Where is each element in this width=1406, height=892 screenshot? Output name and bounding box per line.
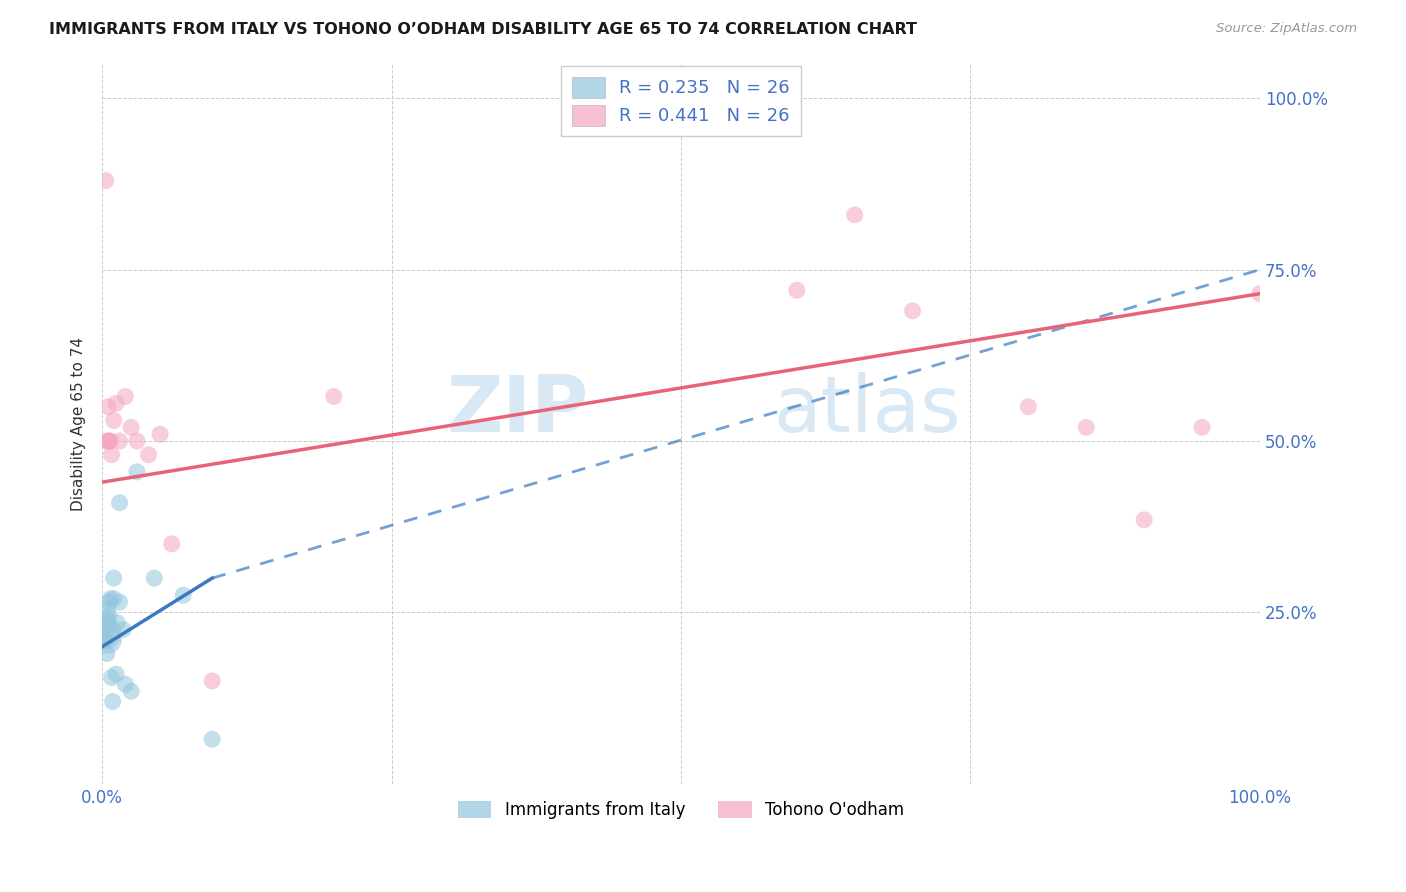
Point (93, 626, 115, 640)
Point (149, 427, 172, 442)
Point (97, 632, 120, 647)
Point (97, 615, 120, 630)
Point (97, 602, 120, 616)
Point (322, 389, 344, 403)
Point (96, 647, 118, 661)
Point (201, 732, 224, 747)
Point (96, 612, 118, 626)
Point (101, 694, 124, 708)
Legend: Immigrants from Italy, Tohono O'odham: Immigrants from Italy, Tohono O'odham (451, 794, 911, 826)
Point (112, 623, 135, 637)
Point (96, 434, 118, 448)
Point (94, 173, 117, 187)
Point (120, 420, 142, 434)
Text: ZIP: ZIP (446, 371, 589, 448)
Point (138, 448, 160, 462)
Point (97, 434, 120, 448)
Point (108, 434, 131, 448)
Point (98, 434, 121, 448)
Point (108, 496, 131, 510)
Point (125, 434, 148, 448)
Point (143, 571, 166, 585)
Point (1076, 420, 1098, 434)
Point (98, 434, 121, 448)
Point (100, 448, 122, 462)
Point (125, 465, 148, 479)
Text: atlas: atlas (773, 371, 962, 448)
Y-axis label: Disability Age 65 to 74: Disability Age 65 to 74 (72, 337, 86, 511)
Point (94, 626, 117, 640)
Text: IMMIGRANTS FROM ITALY VS TOHONO O’ODHAM DISABILITY AGE 65 TO 74 CORRELATION CHAR: IMMIGRANTS FROM ITALY VS TOHONO O’ODHAM … (49, 22, 917, 37)
Point (120, 684, 142, 698)
Point (105, 396, 128, 410)
Point (844, 208, 866, 222)
Point (100, 671, 122, 685)
Point (114, 677, 136, 691)
Point (172, 588, 194, 602)
Point (98, 608, 121, 623)
Point (786, 283, 808, 297)
Point (103, 591, 125, 606)
Point (114, 389, 136, 403)
Point (1249, 286, 1271, 301)
Point (108, 595, 131, 609)
Point (901, 303, 924, 318)
Point (103, 413, 125, 427)
Point (97, 400, 120, 414)
Point (1017, 400, 1039, 414)
Point (105, 615, 128, 630)
Text: Source: ZipAtlas.com: Source: ZipAtlas.com (1216, 22, 1357, 36)
Point (1191, 420, 1213, 434)
Point (1133, 513, 1156, 527)
Point (103, 571, 125, 585)
Point (94, 632, 117, 647)
Point (160, 537, 183, 551)
Point (98, 591, 121, 606)
Point (201, 673, 224, 688)
Point (98, 595, 121, 609)
Point (105, 667, 128, 681)
